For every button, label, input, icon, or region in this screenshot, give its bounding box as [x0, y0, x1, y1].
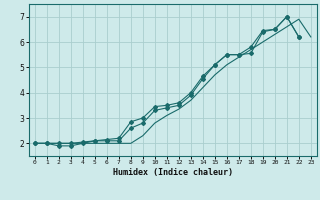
X-axis label: Humidex (Indice chaleur): Humidex (Indice chaleur): [113, 168, 233, 177]
